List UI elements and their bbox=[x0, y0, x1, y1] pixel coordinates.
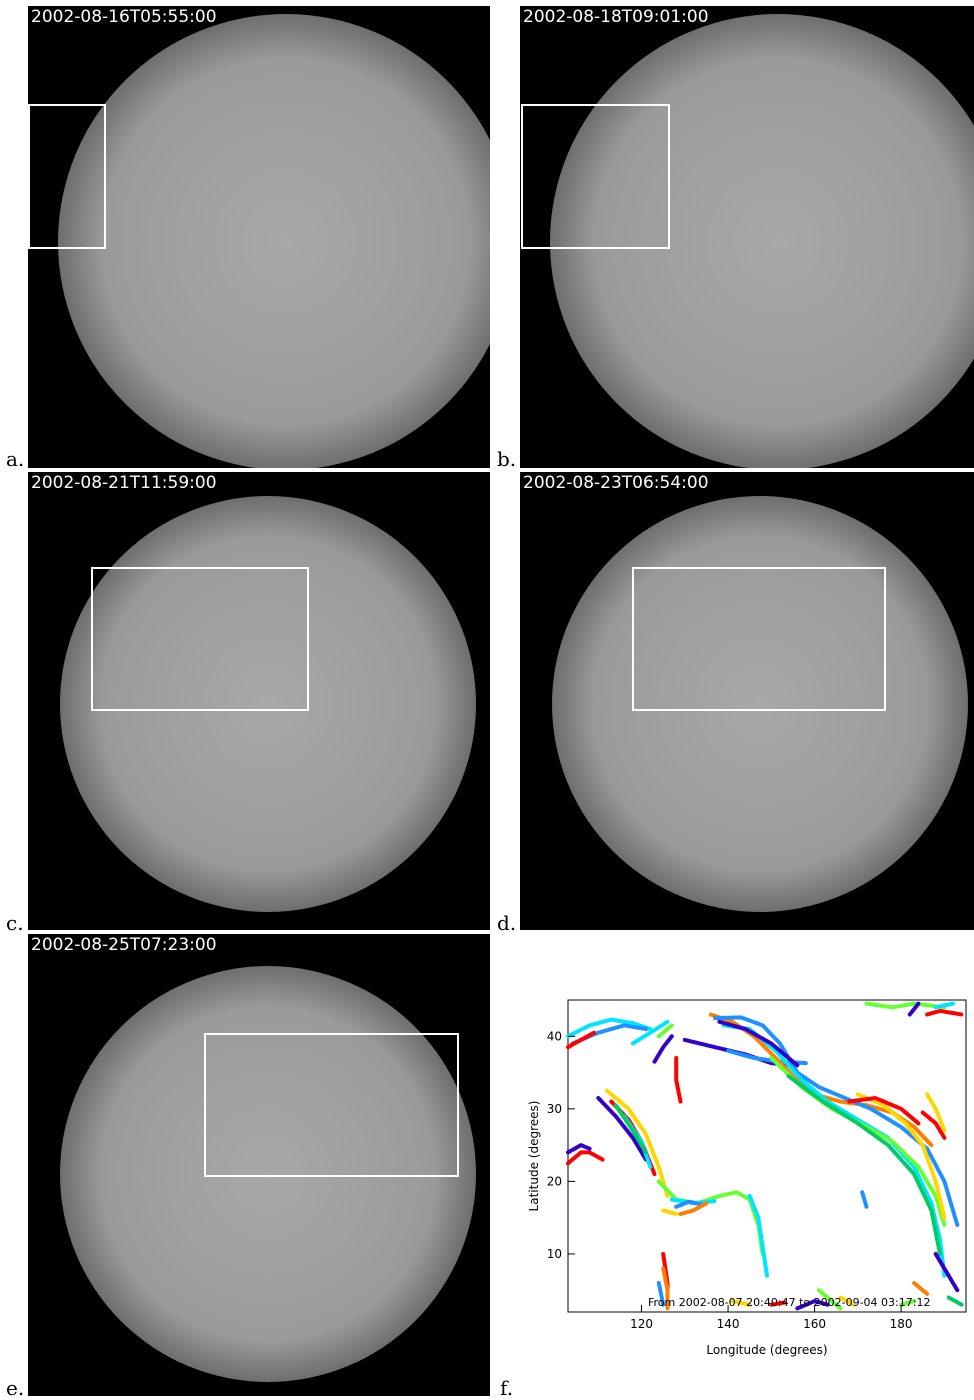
filament-track-22 bbox=[925, 1092, 947, 1133]
filament-track-21 bbox=[920, 1110, 947, 1140]
filament-track-44 bbox=[730, 1299, 752, 1307]
filament-track-45 bbox=[933, 1252, 960, 1293]
y-tick-label-3: 40 bbox=[547, 1029, 562, 1043]
filament-track-42 bbox=[816, 1288, 843, 1311]
disk-e bbox=[60, 966, 476, 1382]
x-tick-label-0: 120 bbox=[630, 1317, 653, 1331]
corner-tick-e bbox=[484, 1388, 490, 1394]
filament-track-2 bbox=[630, 1019, 670, 1046]
corner-tick-a bbox=[484, 460, 490, 466]
filament-track-48 bbox=[838, 1295, 856, 1307]
solar-image-panel-d: 2002-08-23T06:54:00 bbox=[520, 472, 974, 930]
timestamp-a: 2002-08-16T05:55:00 bbox=[31, 7, 217, 27]
timestamp-c: 2002-08-21T11:59:00 bbox=[31, 473, 217, 493]
panel-label-b: b. bbox=[497, 447, 517, 471]
filament-track-17 bbox=[864, 1001, 947, 1010]
disk-d bbox=[552, 496, 968, 912]
solar-disk-d bbox=[552, 496, 968, 912]
filament-track-35 bbox=[747, 1193, 769, 1278]
time-range-annotation: From 2002-08-07 20:40:47 to 2002-09-04 0… bbox=[648, 1296, 930, 1309]
filament-track-39 bbox=[661, 1266, 670, 1311]
x-tick-label-2: 160 bbox=[803, 1317, 826, 1331]
filament-track-33 bbox=[678, 1201, 709, 1216]
filament-track-46 bbox=[946, 1295, 964, 1307]
solar-disk-a bbox=[28, 14, 490, 468]
highlight-box-b bbox=[521, 104, 670, 249]
solar-disk-b bbox=[521, 14, 974, 468]
filament-track-13 bbox=[717, 1019, 800, 1068]
filament-track-24 bbox=[596, 1096, 648, 1162]
filament-track-0 bbox=[566, 1017, 653, 1039]
panel-label-d: d. bbox=[497, 911, 517, 935]
x-tick-label-3: 180 bbox=[890, 1317, 913, 1331]
filament-track-20 bbox=[933, 1001, 955, 1010]
timestamp-e: 2002-08-25T07:23:00 bbox=[31, 935, 217, 955]
filament-track-32 bbox=[674, 1199, 705, 1209]
filament-track-12 bbox=[786, 1074, 942, 1256]
panel-label-f: f. bbox=[500, 1376, 514, 1400]
y-tick-label-0: 10 bbox=[547, 1247, 562, 1261]
filament-track-47 bbox=[899, 1299, 917, 1307]
highlight-box-a bbox=[28, 104, 106, 249]
filament-track-41 bbox=[795, 1299, 830, 1311]
filament-track-9 bbox=[713, 1015, 960, 1227]
filament-track-16 bbox=[674, 1056, 683, 1104]
filament-track-14 bbox=[855, 1092, 947, 1220]
solar-image-panel-a: 2002-08-16T05:55:00 bbox=[28, 6, 490, 468]
filament-track-5 bbox=[656, 1023, 674, 1039]
filament-track-34 bbox=[661, 1208, 679, 1216]
filament-track-19 bbox=[925, 1008, 964, 1017]
filament-track-23 bbox=[604, 1088, 670, 1198]
disk-c bbox=[60, 496, 476, 912]
y-tick-label-2: 30 bbox=[547, 1102, 562, 1116]
latitude-longitude-plot: 120 140 160 180 10 20 30 40 From 2002-08-07 20:… bbox=[527, 999, 967, 1357]
panel-label-a: a. bbox=[6, 447, 25, 471]
solar-image-panel-b: 2002-08-18T09:01:00 bbox=[520, 6, 974, 468]
solar-image-panel-e: 2002-08-25T07:23:00 bbox=[28, 934, 490, 1396]
highlight-box-d bbox=[632, 567, 886, 711]
filament-track-3 bbox=[566, 1030, 596, 1050]
solar-image-panel-c: 2002-08-21T11:59:00 bbox=[28, 472, 490, 930]
highlight-box-e bbox=[204, 1033, 459, 1177]
panel-label-c: c. bbox=[6, 911, 24, 935]
filament-tracks bbox=[566, 1001, 964, 1311]
filament-track-4 bbox=[652, 1034, 674, 1064]
disk-a bbox=[58, 14, 490, 468]
filament-track-40 bbox=[656, 1281, 666, 1307]
filament-track-27 bbox=[613, 1103, 648, 1155]
filament-track-43 bbox=[769, 1300, 787, 1307]
corner-tick-c bbox=[484, 924, 490, 930]
filament-track-29 bbox=[566, 1143, 592, 1155]
highlight-box-c bbox=[91, 567, 309, 711]
x-tick-label-1: 140 bbox=[717, 1317, 740, 1331]
timestamp-d: 2002-08-23T06:54:00 bbox=[523, 473, 709, 493]
filament-track-15 bbox=[847, 1096, 921, 1126]
disk-b bbox=[550, 14, 974, 468]
x-axis-label: Longitude (degrees) bbox=[706, 1343, 827, 1357]
filament-track-28 bbox=[566, 1150, 605, 1166]
filament-track-18 bbox=[907, 1001, 921, 1017]
filament-track-37 bbox=[912, 1281, 930, 1296]
plot-axes: 120 140 160 180 10 20 30 40 bbox=[547, 1029, 913, 1331]
y-axis-label: Latitude (degrees) bbox=[527, 1101, 541, 1212]
filament-track-36 bbox=[860, 1190, 869, 1209]
solar-disk-c bbox=[60, 496, 476, 912]
solar-disk-e bbox=[60, 966, 476, 1382]
panel-label-e: e. bbox=[6, 1376, 25, 1400]
timestamp-b: 2002-08-18T09:01:00 bbox=[523, 7, 709, 27]
y-tick-label-1: 20 bbox=[547, 1174, 562, 1188]
